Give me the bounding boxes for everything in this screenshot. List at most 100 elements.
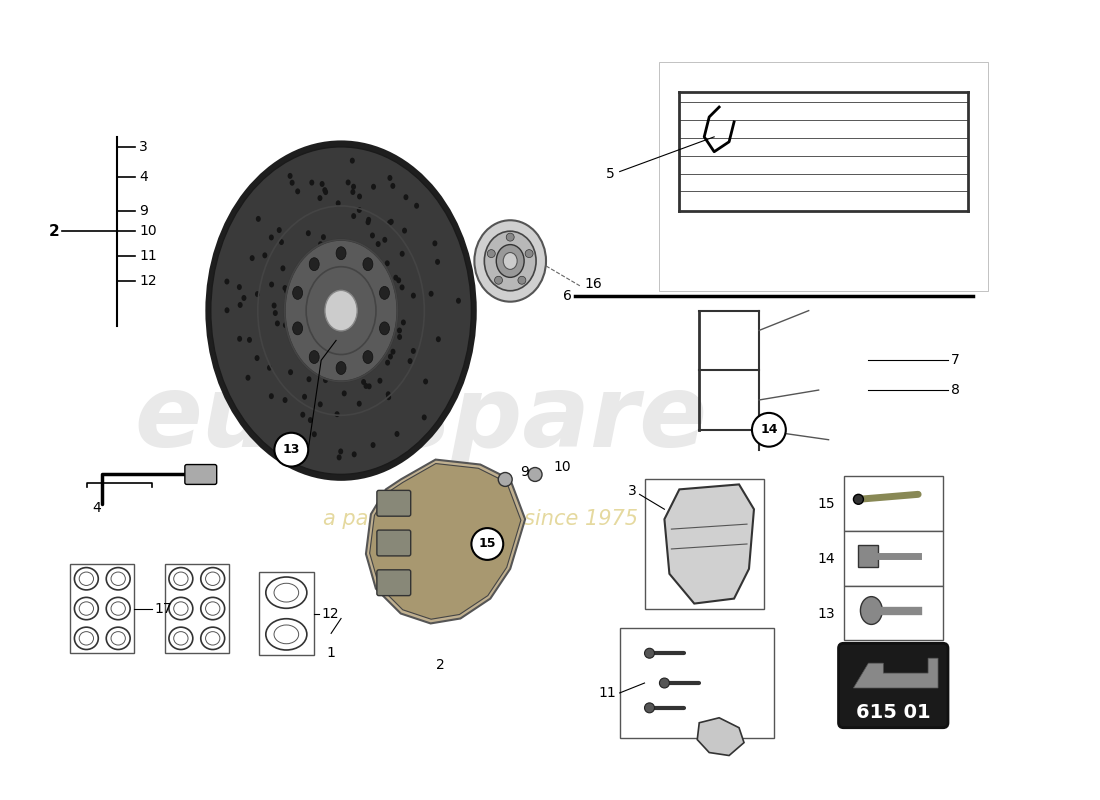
Text: 10: 10 — [139, 224, 156, 238]
Ellipse shape — [396, 278, 402, 283]
Ellipse shape — [289, 180, 295, 186]
Ellipse shape — [342, 390, 346, 396]
FancyBboxPatch shape — [377, 490, 410, 516]
Ellipse shape — [390, 349, 396, 354]
Ellipse shape — [334, 260, 340, 266]
Ellipse shape — [366, 217, 371, 222]
Ellipse shape — [370, 233, 375, 238]
Text: 11: 11 — [139, 249, 157, 263]
Circle shape — [498, 473, 513, 486]
Ellipse shape — [224, 278, 230, 285]
Circle shape — [487, 250, 495, 258]
Bar — [844, 477, 943, 531]
Ellipse shape — [379, 322, 389, 335]
Bar — [844, 531, 943, 586]
Ellipse shape — [363, 383, 368, 389]
Text: 7: 7 — [952, 354, 959, 367]
Ellipse shape — [268, 393, 274, 399]
Ellipse shape — [386, 391, 390, 398]
Ellipse shape — [302, 394, 307, 400]
Ellipse shape — [356, 278, 361, 284]
Ellipse shape — [397, 334, 403, 340]
Text: 615 01: 615 01 — [856, 703, 931, 722]
Ellipse shape — [238, 336, 242, 342]
Text: 13: 13 — [818, 606, 836, 621]
Ellipse shape — [436, 259, 440, 265]
Ellipse shape — [351, 184, 356, 190]
Text: 4: 4 — [92, 502, 101, 515]
Ellipse shape — [323, 189, 328, 195]
Ellipse shape — [331, 339, 335, 346]
Ellipse shape — [376, 241, 381, 247]
Bar — [258, 572, 314, 655]
Ellipse shape — [377, 378, 383, 384]
Ellipse shape — [287, 173, 293, 179]
Ellipse shape — [366, 346, 372, 353]
Ellipse shape — [238, 302, 243, 308]
Ellipse shape — [371, 318, 376, 325]
Ellipse shape — [645, 648, 654, 658]
Ellipse shape — [387, 220, 392, 226]
Ellipse shape — [309, 350, 319, 363]
Ellipse shape — [336, 200, 341, 206]
Ellipse shape — [292, 320, 297, 326]
Text: 3: 3 — [139, 140, 147, 154]
Ellipse shape — [388, 354, 393, 359]
Text: 4: 4 — [139, 170, 147, 183]
Ellipse shape — [341, 336, 345, 342]
Ellipse shape — [421, 414, 427, 420]
Ellipse shape — [371, 295, 376, 302]
Ellipse shape — [321, 254, 327, 259]
Ellipse shape — [345, 179, 351, 186]
FancyBboxPatch shape — [185, 465, 217, 485]
Ellipse shape — [408, 358, 412, 364]
Ellipse shape — [324, 278, 330, 285]
Polygon shape — [370, 463, 521, 619]
Ellipse shape — [254, 355, 260, 361]
Circle shape — [518, 276, 526, 284]
Text: 3: 3 — [628, 484, 637, 498]
Ellipse shape — [410, 348, 416, 354]
Text: a passion for parts since 1975: a passion for parts since 1975 — [323, 509, 638, 529]
Ellipse shape — [275, 321, 279, 326]
Ellipse shape — [376, 333, 382, 338]
Ellipse shape — [307, 331, 311, 338]
Bar — [645, 479, 763, 609]
Ellipse shape — [307, 376, 311, 382]
Ellipse shape — [319, 277, 324, 282]
Circle shape — [854, 494, 864, 504]
Ellipse shape — [385, 360, 390, 366]
Ellipse shape — [350, 280, 355, 286]
Ellipse shape — [328, 338, 333, 345]
Ellipse shape — [309, 258, 319, 270]
Ellipse shape — [211, 147, 471, 474]
Ellipse shape — [385, 260, 389, 266]
Ellipse shape — [327, 263, 332, 269]
Ellipse shape — [363, 258, 373, 270]
Ellipse shape — [224, 307, 230, 314]
Ellipse shape — [399, 251, 405, 257]
Ellipse shape — [361, 379, 366, 385]
Ellipse shape — [373, 277, 377, 282]
Ellipse shape — [293, 298, 297, 304]
Circle shape — [495, 276, 503, 284]
Ellipse shape — [337, 454, 342, 460]
Ellipse shape — [318, 402, 322, 407]
Text: 9: 9 — [520, 465, 529, 478]
Ellipse shape — [424, 378, 428, 385]
Ellipse shape — [358, 194, 362, 199]
Ellipse shape — [344, 345, 349, 351]
Text: 17: 17 — [154, 602, 172, 615]
Ellipse shape — [399, 284, 405, 290]
Ellipse shape — [322, 187, 328, 193]
Ellipse shape — [379, 286, 389, 299]
Ellipse shape — [365, 219, 371, 225]
Ellipse shape — [337, 362, 346, 374]
Ellipse shape — [311, 268, 316, 274]
Ellipse shape — [363, 350, 373, 363]
Ellipse shape — [343, 349, 348, 354]
Ellipse shape — [318, 195, 322, 201]
Circle shape — [528, 467, 542, 482]
Text: 12: 12 — [321, 606, 339, 621]
Ellipse shape — [280, 266, 285, 271]
